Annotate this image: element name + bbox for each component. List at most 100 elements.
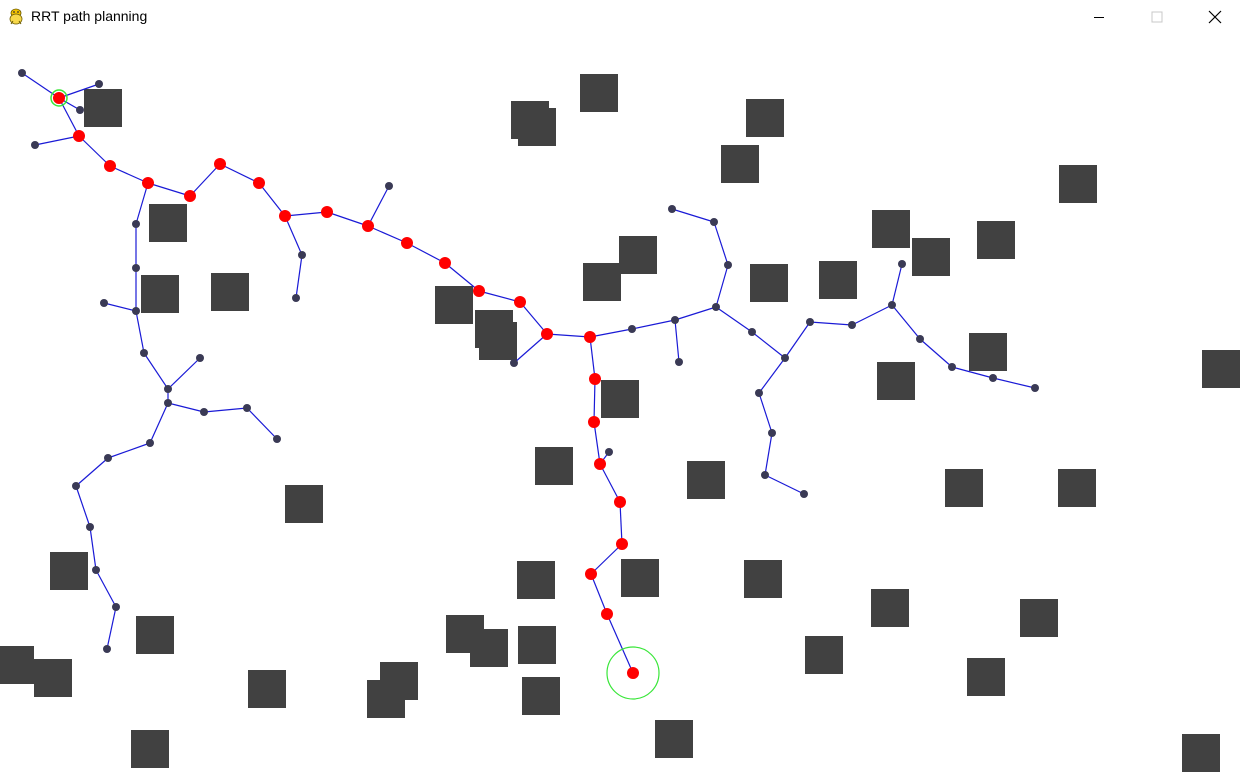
- path-node: [439, 257, 451, 269]
- tree-node: [100, 299, 108, 307]
- obstacle: [1202, 350, 1240, 388]
- tree-edge: [95, 569, 117, 608]
- obstacle: [1182, 734, 1220, 772]
- tree-edge: [751, 331, 786, 359]
- obstacle: [621, 559, 659, 597]
- path-node: [53, 92, 65, 104]
- goal-marker: [606, 646, 660, 700]
- tree-node: [31, 141, 39, 149]
- tree-node: [671, 316, 679, 324]
- tree-node: [146, 439, 154, 447]
- tree-node: [948, 363, 956, 371]
- tree-edge: [715, 306, 753, 333]
- tree-edge: [75, 457, 109, 487]
- obstacle: [655, 720, 693, 758]
- obstacle: [871, 589, 909, 627]
- tree-node: [605, 448, 613, 456]
- tree-node: [675, 358, 683, 366]
- tree-node: [1031, 384, 1039, 392]
- obstacle: [750, 264, 788, 302]
- obstacle: [285, 485, 323, 523]
- tree-node: [710, 218, 718, 226]
- tree-edge: [219, 163, 260, 184]
- tree-node: [132, 264, 140, 272]
- obstacle: [84, 89, 122, 127]
- tree-edge: [764, 432, 773, 476]
- tree-edge: [147, 182, 191, 197]
- path-node: [627, 667, 639, 679]
- tree-edge: [715, 264, 729, 308]
- tree-edge: [109, 165, 149, 184]
- tree-node: [243, 404, 251, 412]
- obstacle: [435, 286, 473, 324]
- tree-edge: [135, 182, 149, 225]
- tree-edge: [258, 182, 286, 217]
- tree-edge: [590, 543, 623, 575]
- tree-node: [273, 435, 281, 443]
- tree-edge: [589, 328, 633, 338]
- obstacle: [518, 108, 556, 146]
- tree-node: [104, 454, 112, 462]
- tree-node: [761, 471, 769, 479]
- window-title: RRT path planning: [31, 8, 148, 24]
- tree-edge: [519, 301, 548, 335]
- tree-node: [92, 566, 100, 574]
- tree-edge: [34, 135, 80, 146]
- rrt-canvas[interactable]: [0, 34, 1242, 780]
- path-node: [585, 568, 597, 580]
- tree-edge: [167, 402, 205, 413]
- close-icon: [1208, 10, 1222, 24]
- tree-node: [781, 354, 789, 362]
- obstacle: [721, 145, 759, 183]
- maximize-button[interactable]: [1128, 0, 1186, 34]
- path-node: [541, 328, 553, 340]
- obstacle: [583, 263, 621, 301]
- obstacle: [967, 658, 1005, 696]
- path-node: [253, 177, 265, 189]
- path-node: [321, 206, 333, 218]
- tree-edge: [599, 463, 621, 503]
- obstacle: [136, 616, 174, 654]
- tree-edge: [326, 211, 369, 227]
- tree-edge: [75, 485, 91, 528]
- tree-edge: [589, 336, 596, 380]
- obstacle: [535, 447, 573, 485]
- tree-node: [18, 69, 26, 77]
- path-node: [594, 458, 606, 470]
- tree-edge: [590, 573, 608, 615]
- obstacle: [479, 322, 517, 360]
- obstacle: [470, 629, 508, 667]
- tree-edge: [58, 97, 80, 137]
- tree-edge: [674, 319, 680, 363]
- tree-edge: [103, 302, 137, 312]
- obstacle: [50, 552, 88, 590]
- close-button[interactable]: [1186, 0, 1242, 34]
- tree-node: [86, 523, 94, 531]
- tree-edge: [619, 501, 623, 545]
- minimize-button[interactable]: [1070, 0, 1128, 34]
- tree-edge: [106, 606, 117, 650]
- obstacle: [746, 99, 784, 137]
- tree-edge: [107, 442, 151, 459]
- obstacle: [517, 561, 555, 599]
- path-node: [142, 177, 154, 189]
- minimize-icon: [1094, 17, 1104, 18]
- tree-node: [132, 220, 140, 228]
- obstacle: [805, 636, 843, 674]
- obstacle: [744, 560, 782, 598]
- tree-node: [112, 603, 120, 611]
- tree-edge: [167, 357, 201, 390]
- tree-node: [103, 645, 111, 653]
- tree-node: [898, 260, 906, 268]
- tree-edge: [764, 474, 805, 495]
- tree-edge: [367, 225, 408, 244]
- path-node: [514, 296, 526, 308]
- tree-edge: [891, 263, 903, 306]
- tree-node: [768, 429, 776, 437]
- tree-edge: [135, 310, 145, 354]
- obstacle: [522, 677, 560, 715]
- obstacle: [1020, 599, 1058, 637]
- tree-node: [888, 301, 896, 309]
- tree-edge: [546, 333, 591, 338]
- tree-node: [510, 359, 518, 367]
